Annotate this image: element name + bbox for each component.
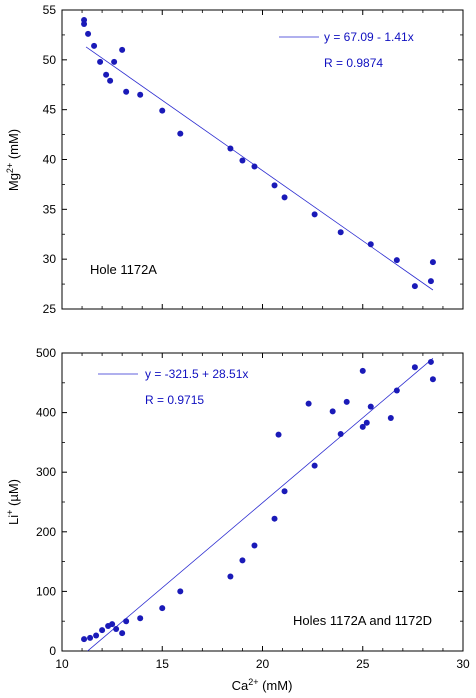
data-point-li xyxy=(99,627,106,634)
data-point-mg xyxy=(251,163,258,170)
x-tick-label-li: 25 xyxy=(356,657,370,671)
data-point-mg xyxy=(137,91,144,98)
data-point-mg xyxy=(227,145,234,152)
data-point-mg xyxy=(367,241,374,248)
data-point-mg xyxy=(411,283,418,290)
data-point-li xyxy=(109,621,116,628)
y-axis-label-mg: Mg2+ (mM) xyxy=(5,129,21,191)
data-point-mg xyxy=(393,257,400,264)
data-point-li xyxy=(363,419,370,426)
x-ticks-li: 10 15 20 25 30 xyxy=(55,353,470,671)
data-point-mg xyxy=(85,30,92,37)
data-point-li xyxy=(329,408,336,415)
data-point-mg xyxy=(107,77,114,84)
y-tick-label-li: 500 xyxy=(36,346,56,360)
data-point-li xyxy=(251,542,258,549)
data-point-li xyxy=(87,634,94,641)
data-point-li xyxy=(159,605,166,612)
data-point-mg xyxy=(81,20,88,27)
data-point-mg xyxy=(337,229,344,236)
y-ticks-li: 0 100 200 300 400 500 xyxy=(36,346,463,658)
x-ticks-mg xyxy=(61,10,464,309)
data-point-li xyxy=(81,636,88,643)
equation-mg: y = 67.09 - 1.41x xyxy=(324,30,414,44)
data-point-mg xyxy=(177,130,184,137)
data-point-mg xyxy=(427,278,434,285)
data-point-mg xyxy=(281,194,288,201)
regression-line-mg xyxy=(85,46,434,291)
data-point-mg xyxy=(429,259,436,266)
data-point-li xyxy=(281,488,288,495)
data-point-mg xyxy=(119,46,126,53)
data-point-mg xyxy=(103,71,110,78)
li-vs-ca-panel: 10 15 20 25 30 0 100 200 300 400 500 y = -321.5 +… xyxy=(5,346,470,693)
y-axis-label-li: Li+ (µM) xyxy=(5,479,21,525)
y-tick-label-li: 400 xyxy=(36,406,56,420)
mg-vs-ca-panel: 25 30 35 40 45 50 55 y = 67.09 - 1.41x R = 0.9… xyxy=(5,3,464,316)
y-tick-label-li: 300 xyxy=(36,465,56,479)
y-tick-label-mg: 25 xyxy=(43,302,57,316)
data-point-li xyxy=(239,557,246,564)
data-point-mg xyxy=(97,58,104,65)
data-point-li xyxy=(359,423,366,430)
data-point-li xyxy=(119,630,126,637)
panel-label-mg: Hole 1172A xyxy=(90,262,157,277)
data-point-li xyxy=(427,358,434,365)
data-point-li xyxy=(411,364,418,371)
data-point-li xyxy=(387,414,394,421)
y-tick-label-mg: 55 xyxy=(43,3,57,17)
x-tick-label-li: 20 xyxy=(256,657,270,671)
data-point-li xyxy=(305,400,312,407)
data-point-li xyxy=(123,618,130,625)
r-value-mg: R = 0.9874 xyxy=(324,56,383,70)
plot-frame-li xyxy=(61,352,464,652)
data-point-li xyxy=(227,573,234,580)
x-tick-label-li: 10 xyxy=(55,657,69,671)
y-axis-label-mg-text: Mg xyxy=(6,173,21,191)
data-point-li xyxy=(137,615,144,622)
data-point-li xyxy=(367,403,374,410)
x-tick-label-li: 15 xyxy=(156,657,170,671)
data-point-li xyxy=(275,431,282,438)
data-point-li xyxy=(337,431,344,438)
y-tick-label-li: 200 xyxy=(36,525,56,539)
y-tick-label-mg: 50 xyxy=(43,53,57,67)
data-point-mg xyxy=(111,58,118,65)
x-axis-label: Ca2+ (mM) xyxy=(232,677,293,693)
data-point-li xyxy=(177,588,184,595)
y-tick-label-li: 0 xyxy=(49,644,56,658)
data-point-li xyxy=(113,625,120,632)
data-point-mg xyxy=(271,182,278,189)
data-point-li xyxy=(93,632,100,639)
data-point-li xyxy=(393,387,400,394)
data-point-mg xyxy=(311,211,318,218)
y-tick-label-mg: 30 xyxy=(43,252,57,266)
data-point-li xyxy=(429,376,436,383)
y-ticks-mg: 25 30 35 40 45 50 55 xyxy=(43,3,463,316)
r-value-li: R = 0.9715 xyxy=(145,393,204,407)
data-points-li xyxy=(81,358,436,643)
data-point-li xyxy=(311,462,318,469)
y-tick-label-mg: 45 xyxy=(43,103,57,117)
y-tick-label-mg: 40 xyxy=(43,153,57,167)
data-point-mg xyxy=(91,42,98,49)
data-point-li xyxy=(271,515,278,522)
y-tick-label-li: 100 xyxy=(36,584,56,598)
data-points-mg xyxy=(81,16,436,290)
data-point-mg xyxy=(159,107,166,114)
data-point-li xyxy=(343,398,350,405)
x-tick-label-li: 30 xyxy=(456,657,470,671)
y-tick-label-mg: 35 xyxy=(43,202,57,216)
data-point-mg xyxy=(123,88,130,95)
data-point-mg xyxy=(239,157,246,164)
regression-line-li xyxy=(87,358,434,652)
equation-li: y = -321.5 + 28.51x xyxy=(145,367,248,381)
data-point-li xyxy=(359,367,366,374)
panel-label-li: Holes 1172A and 1172D xyxy=(293,613,432,628)
